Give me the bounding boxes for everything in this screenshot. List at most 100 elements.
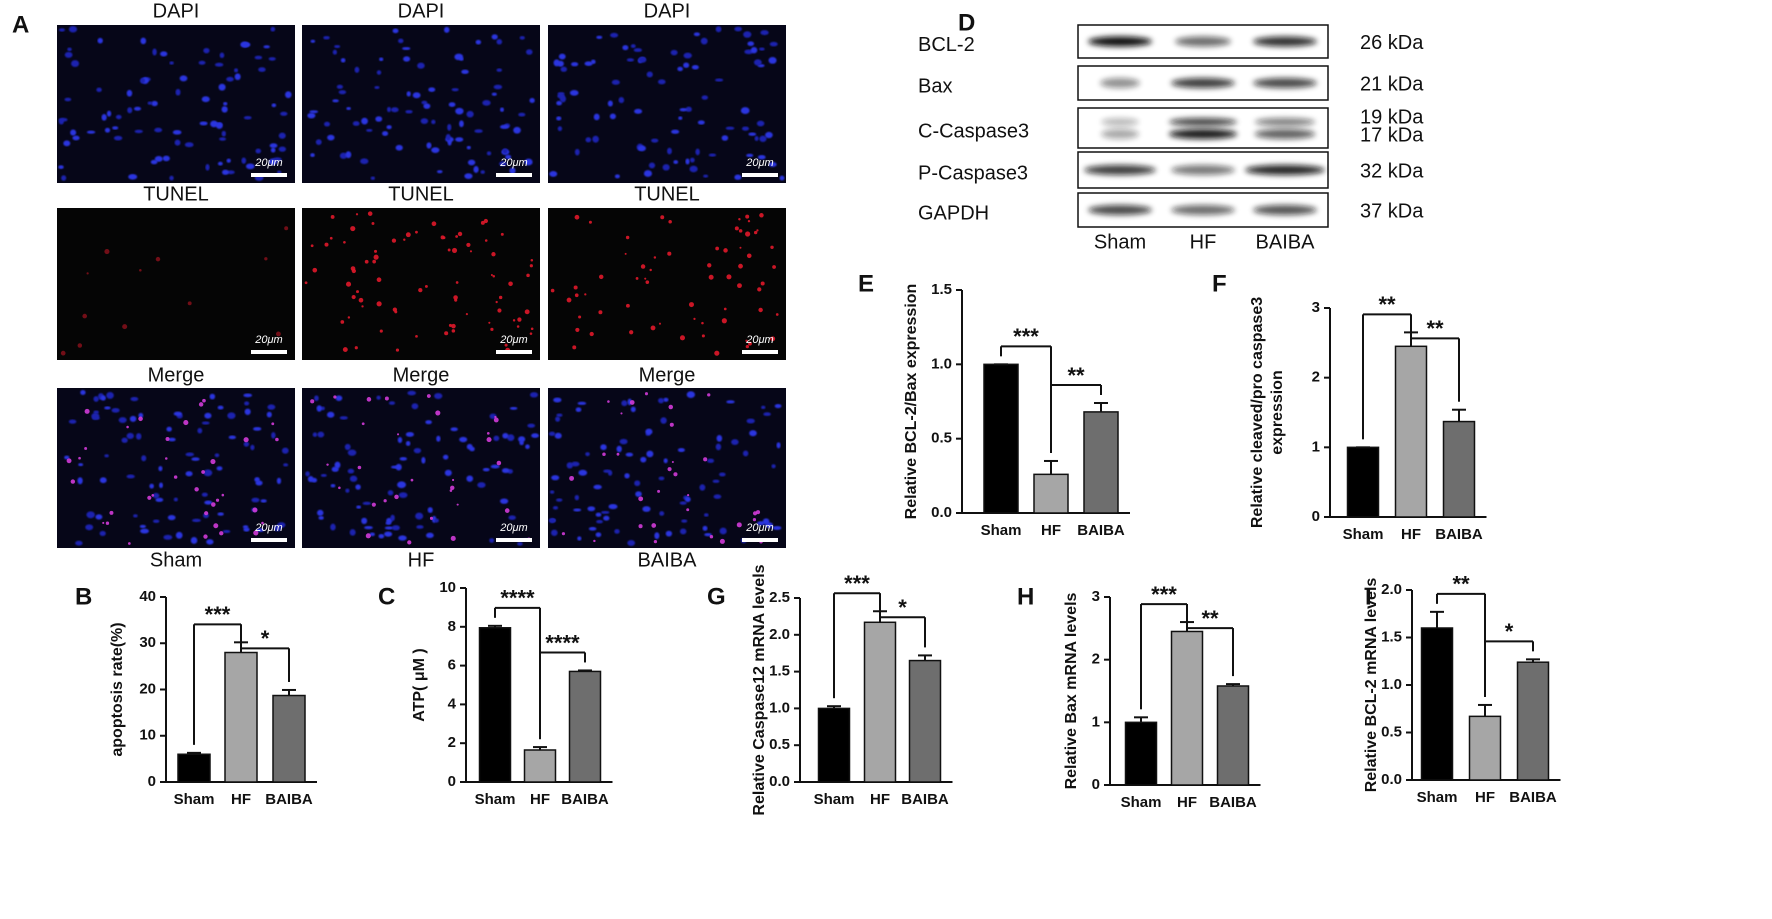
nucleus xyxy=(477,482,486,488)
tunel-spot xyxy=(364,259,369,264)
nucleus xyxy=(490,464,500,469)
tunel-spot xyxy=(624,252,627,255)
nucleus xyxy=(593,113,600,121)
nucleus xyxy=(384,531,393,537)
nucleus xyxy=(525,49,533,55)
nucleus xyxy=(317,431,325,438)
tunel-spot xyxy=(376,277,382,283)
nucleus xyxy=(307,112,316,119)
nucleus xyxy=(518,112,526,117)
tunel-spot xyxy=(444,331,449,336)
tunel-spot xyxy=(284,226,289,231)
bar xyxy=(478,627,512,783)
y-axis-label: Relative BCL-2/Bax expression xyxy=(903,284,920,520)
significance-label: ** xyxy=(1378,292,1396,317)
nucleus xyxy=(250,444,255,451)
tunel-spot xyxy=(686,508,690,512)
y-tick-label: 3 xyxy=(1312,299,1320,316)
nucleus xyxy=(320,473,327,477)
tunel-spot xyxy=(183,420,189,426)
tunel-spot xyxy=(343,240,346,244)
nucleus xyxy=(78,463,84,467)
image-label: TUNEL xyxy=(634,183,700,205)
nucleus xyxy=(428,87,436,92)
nucleus xyxy=(757,155,766,160)
tunel-spot xyxy=(469,250,473,253)
panel-letter: G xyxy=(707,583,726,610)
nucleus xyxy=(596,519,604,524)
tunel-spot xyxy=(429,516,433,520)
nucleus xyxy=(746,418,755,424)
nucleus xyxy=(234,73,241,81)
image-label: TUNEL xyxy=(388,183,454,205)
nucleus xyxy=(624,473,630,479)
tunel-spot xyxy=(715,246,719,251)
y-tick-label: 1.5 xyxy=(1381,628,1402,645)
nucleus xyxy=(64,51,73,58)
nucleus xyxy=(226,170,235,175)
nucleus xyxy=(658,476,665,481)
tunel-spot xyxy=(451,323,456,329)
nucleus xyxy=(391,525,400,531)
nucleus xyxy=(221,130,226,137)
tunel-spot xyxy=(391,238,397,243)
nucleus xyxy=(575,407,582,413)
nucleus xyxy=(431,147,440,153)
tunel-spot xyxy=(264,257,268,261)
nucleus xyxy=(601,510,610,514)
micrograph: 20μm xyxy=(57,388,295,548)
nucleus xyxy=(677,448,685,453)
panel-letter: I xyxy=(1365,583,1372,610)
bar xyxy=(908,659,942,783)
nucleus xyxy=(625,452,634,457)
significance-bracket: ** xyxy=(1186,604,1234,677)
nucleus xyxy=(406,91,411,97)
significance-bracket: ** xyxy=(1410,314,1460,402)
nucleus xyxy=(86,511,95,519)
nucleus xyxy=(272,157,282,162)
nucleus xyxy=(101,114,107,121)
tunel-spot xyxy=(494,415,497,419)
nucleus xyxy=(91,412,100,420)
blot-band xyxy=(1084,165,1156,175)
nucleus xyxy=(505,154,512,160)
blot-band xyxy=(1101,129,1139,139)
lane-label: Sham xyxy=(1094,231,1146,253)
nucleus xyxy=(104,406,111,410)
tunel-spot xyxy=(638,524,643,529)
tunel-spot xyxy=(721,318,727,324)
panel-letter: F xyxy=(1212,270,1227,297)
nucleus xyxy=(663,458,668,464)
tunel-spot xyxy=(500,232,504,236)
tunel-spot xyxy=(138,416,143,422)
nucleus xyxy=(571,62,579,67)
tunel-spot xyxy=(495,300,498,304)
nucleus xyxy=(608,504,618,510)
tunel-spot xyxy=(447,248,451,252)
nucleus xyxy=(685,158,690,165)
nucleus xyxy=(58,117,68,122)
nucleus xyxy=(210,120,218,128)
nucleus xyxy=(99,477,107,484)
nucleus xyxy=(390,514,395,522)
nucleus xyxy=(725,126,735,130)
x-tick-label: BAIBA xyxy=(561,791,609,808)
nucleus xyxy=(336,84,344,89)
blot-box xyxy=(1077,107,1329,149)
image-label: Merge xyxy=(639,364,696,386)
tunel-spot xyxy=(70,479,76,484)
nucleus xyxy=(390,107,399,113)
tunel-spot xyxy=(673,472,678,477)
nucleus xyxy=(402,46,411,51)
tunel-spot xyxy=(372,259,376,264)
tunel-spot xyxy=(330,215,335,219)
nucleus xyxy=(58,165,64,170)
nucleus xyxy=(551,475,560,481)
tunel-spot xyxy=(347,316,351,319)
tunel-spot xyxy=(734,226,739,231)
blot-band xyxy=(1245,165,1325,175)
nucleus xyxy=(106,391,114,399)
nucleus xyxy=(693,32,700,37)
significance-label: *** xyxy=(1151,582,1177,607)
